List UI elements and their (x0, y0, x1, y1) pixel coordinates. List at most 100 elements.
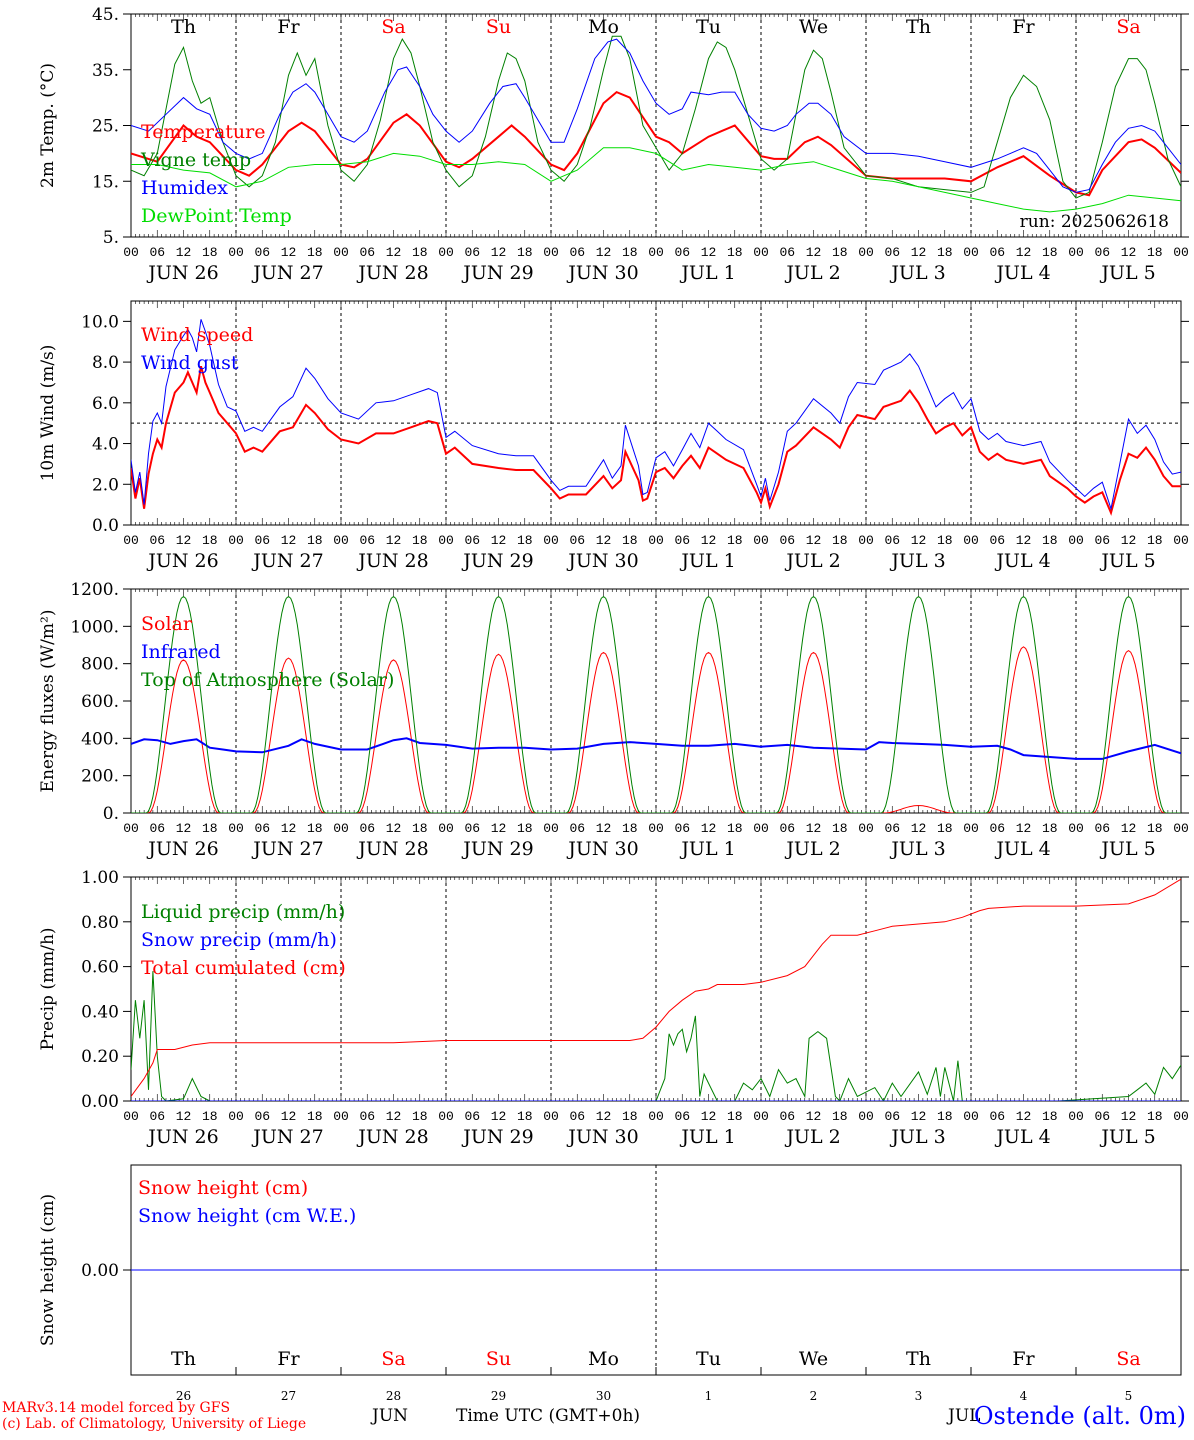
hour-tick-label: 06 (884, 533, 900, 548)
panel-wind: 0.0 2.0 4.0 6.0 8.0 10.0 10m Wind (m/s) 00 06 12 1… (38, 300, 1189, 572)
date-label: JUL 2 (784, 550, 840, 572)
hour-tick-label: 00 (1068, 1109, 1084, 1124)
day-number-label: 3 (915, 1389, 923, 1403)
date-label: JUL 2 (784, 262, 840, 284)
date-label: JUL 5 (1099, 262, 1155, 284)
date-label: JUN 28 (356, 838, 428, 860)
hour-tick-label: 00 (438, 1109, 454, 1124)
weekday-label: Fr (1012, 1348, 1035, 1370)
y-tick-label: 1.00 (81, 868, 119, 888)
hour-tick-label: 06 (359, 821, 375, 836)
hour-tick-label: 18 (727, 1109, 743, 1124)
hour-tick-label: 18 (412, 245, 428, 260)
hour-tick-label: 18 (412, 821, 428, 836)
series-line (131, 646, 1181, 813)
hour-tick-label: 18 (832, 533, 848, 548)
hour-tick-label: 00 (123, 1109, 139, 1124)
hour-tick-label: 00 (858, 821, 874, 836)
hour-tick-label: 06 (779, 821, 795, 836)
weekday-label: Su (486, 16, 511, 38)
hour-tick-label: 18 (727, 821, 743, 836)
hour-tick-label: 00 (1173, 533, 1189, 548)
date-label: JUN 28 (356, 550, 428, 572)
date-label: JUL 1 (679, 1126, 735, 1148)
y-tick-label: 0.80 (81, 913, 119, 933)
hour-tick-label: 12 (281, 533, 297, 548)
date-label: JUN 28 (356, 262, 428, 284)
hour-tick-label: 12 (386, 245, 402, 260)
hour-tick-label: 18 (307, 821, 323, 836)
series-line (131, 38, 1181, 193)
series-line (131, 971, 1181, 1101)
series-line (131, 737, 1181, 760)
hour-tick-label: 18 (832, 245, 848, 260)
hour-tick-label: 18 (517, 821, 533, 836)
legend-entry: Snow height (cm W.E.) (138, 1205, 356, 1227)
hour-tick-label: 12 (281, 245, 297, 260)
hour-tick-label: 06 (254, 1109, 270, 1124)
hour-tick-label: 12 (491, 533, 507, 548)
hour-tick-label: 12 (491, 1109, 507, 1124)
hour-tick-label: 00 (123, 821, 139, 836)
hour-tick-label: 18 (1147, 821, 1163, 836)
month-label-jul: JUL (948, 1406, 981, 1426)
y-tick-label: 0. (103, 804, 119, 824)
hour-tick-label: 06 (989, 821, 1005, 836)
hour-tick-label: 00 (333, 1109, 349, 1124)
y-axis-label: 10m Wind (m/s) (38, 345, 58, 482)
hour-tick-label: 12 (386, 533, 402, 548)
y-tick-label: 4.0 (92, 435, 119, 455)
hour-tick-label: 00 (438, 821, 454, 836)
hour-tick-label: 00 (228, 533, 244, 548)
legend-entry: Total cumulated (cm) (141, 957, 346, 979)
date-label: JUL 3 (889, 1126, 945, 1148)
y-axis-label: Snow height (cm) (38, 1194, 58, 1346)
y-tick-label: 200. (81, 767, 119, 787)
y-tick-label: 6.0 (92, 394, 119, 414)
hour-tick-label: 12 (701, 1109, 717, 1124)
hour-tick-label: 00 (228, 821, 244, 836)
weekday-label: Sa (381, 1348, 405, 1370)
date-label: JUL 5 (1099, 838, 1155, 860)
hour-tick-label: 06 (1094, 821, 1110, 836)
hour-tick-label: 06 (884, 821, 900, 836)
hour-tick-label: 12 (1016, 533, 1032, 548)
hour-tick-label: 00 (753, 533, 769, 548)
hour-tick-label: 06 (569, 821, 585, 836)
hour-tick-label: 00 (438, 245, 454, 260)
weekday-label: Fr (277, 16, 300, 38)
date-label: JUN 29 (461, 262, 533, 284)
hour-tick-label: 12 (911, 533, 927, 548)
hour-tick-label: 18 (517, 245, 533, 260)
date-label: JUL 3 (889, 550, 945, 572)
weekday-label: Mo (588, 1348, 619, 1370)
date-label: JUN 27 (251, 838, 323, 860)
hour-tick-label: 12 (806, 245, 822, 260)
legend-entry: Snow precip (mm/h) (141, 929, 337, 951)
series-line (131, 595, 1181, 813)
hour-tick-label: 06 (1094, 533, 1110, 548)
day-number-label: 26 (176, 1389, 191, 1403)
weekday-label: Sa (1116, 1348, 1140, 1370)
month-label-jun: JUN (372, 1406, 409, 1426)
y-tick-label: 400. (81, 729, 119, 749)
weekday-label: Sa (1116, 16, 1140, 38)
hour-tick-label: 18 (727, 533, 743, 548)
credit-line-2: (c) Lab. of Climatology, University of L… (2, 1416, 307, 1432)
hour-tick-label: 06 (149, 1109, 165, 1124)
day-number-label: 4 (1020, 1389, 1028, 1403)
hour-tick-label: 00 (1173, 1109, 1189, 1124)
y-tick-label: 35. (92, 61, 119, 81)
hour-tick-label: 12 (911, 245, 927, 260)
hour-tick-label: 00 (123, 245, 139, 260)
weekday-label: Fr (1012, 16, 1035, 38)
date-label: JUL 4 (994, 1126, 1050, 1148)
hour-tick-label: 12 (176, 821, 192, 836)
hour-tick-label: 00 (228, 245, 244, 260)
date-label: JUL 1 (679, 838, 735, 860)
hour-tick-label: 06 (149, 245, 165, 260)
y-tick-label: 45. (92, 5, 119, 25)
hour-tick-label: 18 (1042, 821, 1058, 836)
hour-tick-label: 12 (806, 821, 822, 836)
date-label: JUL 3 (889, 262, 945, 284)
